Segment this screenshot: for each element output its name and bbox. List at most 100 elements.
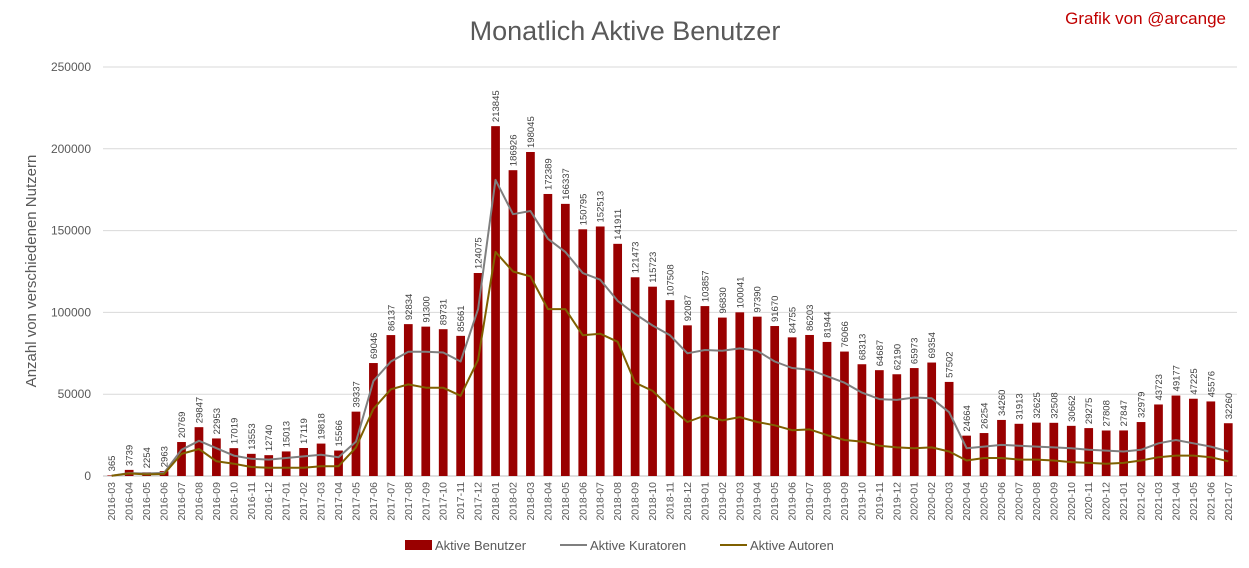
data-label: 13553 [247, 423, 258, 449]
x-tick-label: 2019-11 [874, 482, 886, 520]
data-label: 68313 [857, 334, 868, 360]
data-label: 166337 [561, 168, 572, 200]
bar [787, 337, 797, 476]
x-tick-label: 2018-01 [490, 482, 502, 521]
bar [316, 443, 326, 476]
data-label: 29275 [1084, 398, 1095, 424]
data-label: 103857 [700, 270, 711, 302]
data-label: 186926 [508, 135, 519, 167]
bar [1154, 404, 1163, 476]
x-tick-label: 2016-10 [228, 482, 240, 521]
x-tick-label: 2017-11 [455, 482, 467, 520]
bar [857, 364, 867, 476]
data-label: 198045 [526, 116, 537, 148]
bar-series [107, 126, 1233, 476]
bar [700, 306, 710, 476]
x-tick-label: 2017-04 [333, 482, 345, 521]
bar [229, 448, 239, 476]
line-series [111, 178, 1229, 477]
data-label: 86137 [386, 305, 397, 331]
data-label: 81944 [823, 311, 834, 337]
data-label: 47225 [1189, 368, 1200, 394]
x-tick-label: 2021-07 [1223, 482, 1235, 521]
y-tick-label: 50000 [58, 387, 92, 401]
bar [909, 368, 919, 476]
data-label: 107508 [666, 264, 677, 296]
x-tick-label: 2019-06 [787, 482, 799, 521]
x-tick-label: 2016-12 [263, 482, 275, 521]
bar [491, 126, 500, 476]
bar [386, 335, 396, 476]
legend-label: Aktive Benutzer [435, 538, 527, 553]
bar [403, 324, 413, 476]
bar [1049, 422, 1059, 476]
bar [962, 435, 971, 476]
bar [1032, 422, 1041, 476]
x-tick-label: 2019-04 [752, 482, 764, 521]
x-tick-label: 2018-06 [577, 482, 589, 521]
data-label: 17019 [229, 418, 240, 444]
x-tick-label: 2021-01 [1118, 482, 1130, 521]
data-label: 121473 [631, 242, 642, 274]
data-label: 92834 [404, 294, 415, 320]
x-tick-label: 2020-12 [1101, 482, 1113, 521]
y-tick-label: 150000 [51, 224, 91, 238]
bar [194, 427, 204, 476]
data-label: 26254 [980, 403, 991, 429]
bar [177, 442, 186, 476]
x-tick-label: 2017-06 [368, 482, 380, 521]
data-label: 32508 [1049, 392, 1060, 418]
x-tick-label: 2021-03 [1153, 482, 1165, 521]
bar [473, 273, 483, 476]
x-tick-label: 2020-06 [996, 482, 1008, 521]
data-label: 62190 [892, 344, 903, 370]
x-tick-label: 2018-05 [560, 482, 572, 521]
data-label: 43723 [1154, 374, 1165, 400]
x-axis-ticks: 2016-03 2016-04 2016-05 2016-06 2016-07 2016-… [106, 482, 1235, 521]
data-label: 24664 [962, 405, 973, 431]
bar [246, 453, 256, 476]
x-tick-label: 2018-11 [665, 482, 677, 520]
x-tick-label: 2017-12 [473, 482, 485, 521]
bar [805, 334, 814, 476]
bar [212, 438, 221, 476]
x-tick-label: 2016-07 [176, 482, 188, 521]
series-line [111, 178, 1229, 477]
bar [648, 286, 657, 476]
x-tick-label: 2017-08 [403, 482, 415, 521]
x-tick-label: 2018-04 [542, 482, 554, 521]
bar [1171, 395, 1181, 476]
x-tick-label: 2020-07 [1013, 482, 1025, 521]
bar [1014, 423, 1024, 476]
data-label: 15013 [282, 421, 293, 447]
data-label: 69046 [369, 333, 380, 359]
bar [369, 363, 378, 476]
legend-label: Aktive Kuratoren [590, 538, 686, 553]
x-tick-label: 2019-08 [822, 482, 834, 521]
bar [1223, 423, 1233, 476]
x-tick-label: 2019-03 [734, 482, 746, 521]
x-tick-label: 2019-12 [891, 482, 903, 521]
bar [770, 326, 780, 476]
data-label: 32625 [1032, 392, 1043, 418]
data-label: 19818 [317, 413, 328, 439]
x-tick-label: 2016-03 [106, 482, 118, 521]
x-tick-label: 2019-09 [839, 482, 851, 521]
bar [578, 229, 588, 476]
data-label: 2963 [160, 446, 171, 467]
x-tick-label: 2018-03 [525, 482, 537, 521]
data-label: 96830 [718, 287, 729, 313]
data-label: 30662 [1067, 395, 1078, 421]
data-label: 27808 [1102, 400, 1113, 426]
x-tick-label: 2016-04 [124, 482, 136, 521]
data-label: 31913 [1014, 393, 1025, 419]
data-label: 12740 [264, 425, 275, 451]
bar [526, 151, 535, 476]
x-tick-label: 2019-02 [717, 482, 729, 521]
data-label: 57502 [945, 351, 956, 377]
data-label: 64687 [875, 340, 886, 366]
bar [1189, 398, 1198, 476]
y-axis-label: Anzahl von verschiedenen Nutzern [23, 155, 40, 388]
data-label: 2254 [142, 447, 153, 468]
data-label: 115723 [648, 252, 659, 283]
